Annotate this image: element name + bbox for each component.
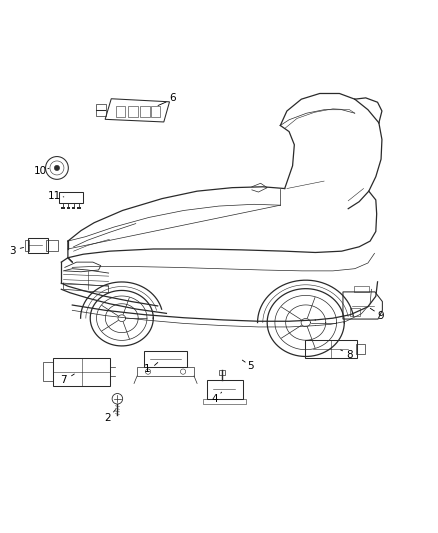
Bar (207, 379, 243, 399)
Text: 2: 2 (104, 413, 111, 423)
Text: 7: 7 (60, 375, 67, 385)
Text: 8: 8 (346, 350, 353, 360)
Bar (28, 238, 48, 253)
Bar (96, 103, 106, 116)
Bar (72, 207, 75, 209)
Bar (219, 370, 225, 375)
Bar (203, 399, 246, 404)
Bar (350, 308, 360, 316)
Text: 11: 11 (48, 191, 61, 201)
Bar (128, 106, 138, 117)
Bar (116, 106, 125, 117)
Text: 1: 1 (143, 365, 150, 374)
Circle shape (54, 165, 60, 171)
Text: 4: 4 (211, 394, 218, 404)
Bar (356, 344, 365, 354)
Bar (151, 106, 160, 117)
Bar (354, 286, 369, 292)
Bar (53, 359, 110, 386)
Bar (25, 240, 29, 251)
Bar (59, 192, 83, 203)
Text: 5: 5 (247, 361, 254, 372)
Bar (144, 351, 187, 367)
Bar (140, 106, 150, 117)
Bar (43, 362, 53, 381)
Text: 3: 3 (9, 246, 16, 256)
Bar (61, 207, 65, 209)
Bar (67, 207, 70, 209)
Text: 6: 6 (170, 93, 177, 103)
Bar (46, 240, 58, 251)
Bar (137, 367, 194, 376)
Text: 10: 10 (34, 166, 47, 176)
Bar (305, 340, 357, 358)
Text: 9: 9 (378, 311, 385, 320)
Bar (77, 207, 81, 209)
